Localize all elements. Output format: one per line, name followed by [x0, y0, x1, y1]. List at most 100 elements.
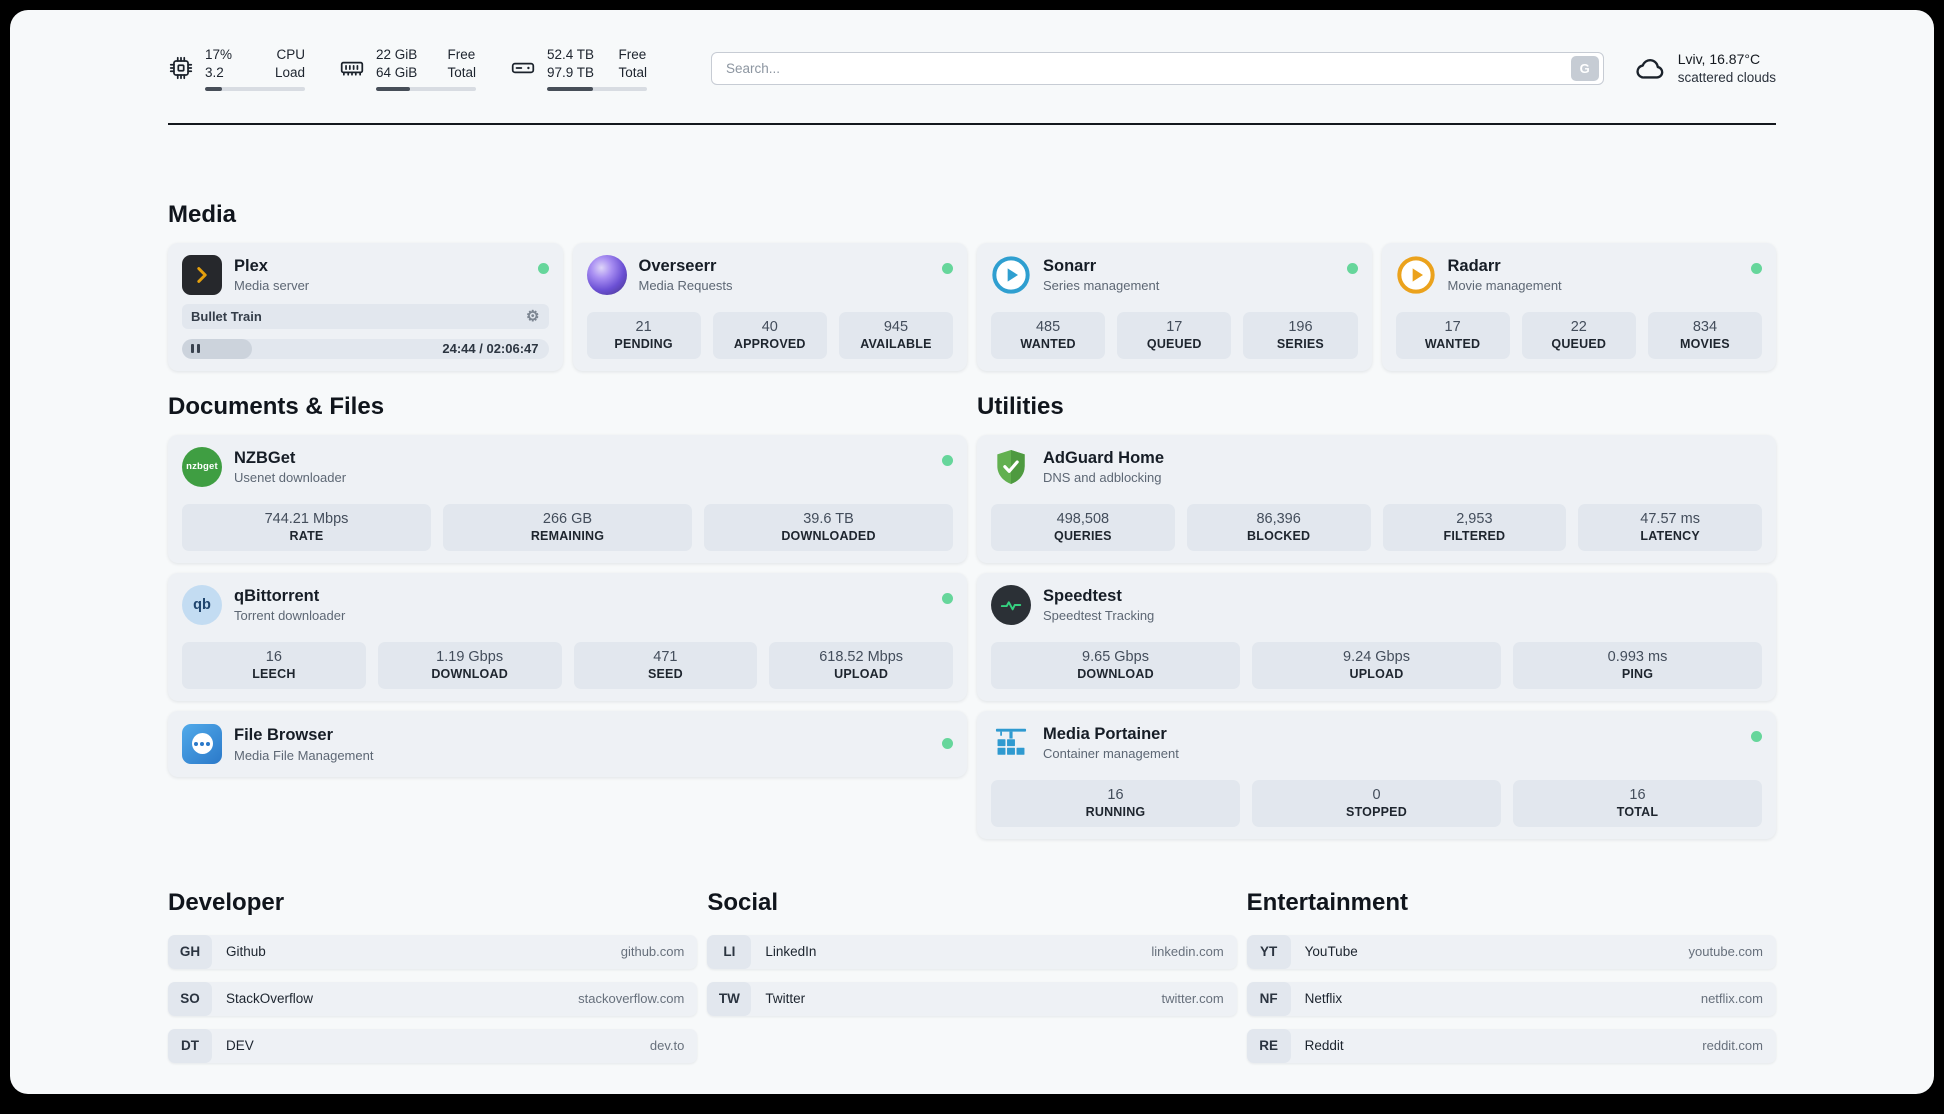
- stat-label: PENDING: [614, 336, 673, 351]
- stat-series: 196 SERIES: [1243, 311, 1358, 359]
- stat-value: 196: [1288, 318, 1313, 335]
- service-name: Speedtest: [1043, 586, 1122, 605]
- service-desc: Container management: [1043, 746, 1179, 762]
- service-name: Sonarr: [1043, 256, 1097, 275]
- stat-label: LEECH: [252, 666, 296, 681]
- bookmark-abbr: GH: [168, 934, 212, 969]
- pause-icon[interactable]: [191, 344, 200, 354]
- settings-gear-icon[interactable]: ⚙: [526, 307, 540, 325]
- stat-wanted: 485 WANTED: [991, 311, 1106, 359]
- service-name: File Browser: [234, 726, 334, 745]
- stat-filtered: 2,953 FILTERED: [1382, 503, 1567, 551]
- bookmark-twitter[interactable]: TW Twitter twitter.com: [707, 981, 1237, 1016]
- portainer-card[interactable]: Media Portainer Container management 16 …: [977, 710, 1776, 839]
- stat-running: 16 RUNNING: [991, 779, 1240, 827]
- status-dot: [1346, 262, 1358, 274]
- now-playing-title: Bullet Train: [191, 308, 262, 324]
- overseerr-card[interactable]: Overseerr Media Requests 21 PENDING 40 A…: [572, 242, 967, 371]
- media-grid: Plex Media server Bullet Train ⚙ 24:44 /…: [168, 242, 1776, 371]
- service-name: NZBGet: [234, 448, 296, 467]
- bookmark-abbr: RE: [1246, 1028, 1291, 1063]
- radarr-card[interactable]: Radarr Movie management 17 WANTED 22 QUE…: [1381, 242, 1776, 371]
- stat-label: BLOCKED: [1247, 528, 1311, 543]
- stat-value: 744.21 Mbps: [264, 510, 349, 527]
- bookmark-dev[interactable]: DT DEV dev.to: [168, 1028, 698, 1063]
- bookmark-github[interactable]: GH Github github.com: [168, 934, 698, 969]
- bookmark-url: netflix.com: [1700, 991, 1763, 1007]
- bookmark-url: dev.to: [649, 1038, 685, 1054]
- speedtest-icon: [991, 584, 1031, 625]
- bookmark-netflix[interactable]: NF Netflix netflix.com: [1246, 981, 1776, 1016]
- disk-total-label: Total: [618, 64, 647, 80]
- stat-seed: 471 SEED: [573, 641, 758, 689]
- cpu-widget: 17% 3.2 CPU Load: [168, 46, 305, 91]
- qbittorrent-icon: qb: [182, 584, 222, 625]
- memory-free-value: 22 GiB: [376, 47, 418, 62]
- bookmark-name: YouTube: [1304, 944, 1358, 960]
- search-bar: G: [711, 51, 1604, 85]
- speedtest-card[interactable]: Speedtest Speedtest Tracking 9.65 Gbps D…: [977, 572, 1776, 701]
- disk-bar: [547, 86, 647, 91]
- adguard-card[interactable]: AdGuard Home DNS and adblocking 498,508 …: [977, 434, 1776, 563]
- memory-free-label: Free: [447, 47, 476, 62]
- playback-progress-bar[interactable]: 24:44 / 02:06:47: [182, 338, 549, 359]
- status-dot: [537, 262, 549, 274]
- now-playing-row: Bullet Train ⚙: [182, 303, 549, 329]
- stat-remaining: 266 GB REMAINING: [443, 503, 692, 551]
- disk-total-value: 97.9 TB: [547, 64, 595, 80]
- service-name: Plex: [234, 256, 268, 275]
- bookmark-url: youtube.com: [1688, 944, 1763, 960]
- stat-approved: 40 APPROVED: [712, 311, 827, 359]
- cpu-load-value: 3.2: [205, 64, 224, 80]
- search-provider-button[interactable]: G: [1570, 55, 1599, 81]
- dashboard-page: 17% 3.2 CPU Load: [10, 10, 1934, 1094]
- bookmark-url: linkedin.com: [1151, 944, 1224, 960]
- status-dot: [942, 592, 953, 604]
- stat-label: REMAINING: [530, 528, 605, 543]
- bookmark-linkedin[interactable]: LI LinkedIn linkedin.com: [707, 934, 1237, 969]
- nzbget-card[interactable]: nzbget NZBGet Usenet downloader 744.21 M…: [168, 434, 967, 563]
- developer-section-title: Developer: [168, 888, 285, 916]
- stat-available: 945 AVAILABLE: [838, 311, 954, 359]
- progress-fill: [182, 338, 252, 359]
- bookmark-stackoverflow[interactable]: SO StackOverflow stackoverflow.com: [168, 981, 698, 1016]
- bookmark-reddit[interactable]: RE Reddit reddit.com: [1246, 1028, 1776, 1063]
- documents-section: Documents & Files nzbget NZBGet Usenet d…: [168, 393, 967, 839]
- disk-widget: 52.4 TB 97.9 TB Free Total: [510, 46, 647, 91]
- stat-label: RATE: [289, 528, 324, 543]
- stat-upload: 9.24 Gbps UPLOAD: [1252, 641, 1501, 689]
- memory-total-value: 64 GiB: [376, 64, 418, 80]
- bookmark-youtube[interactable]: YT YouTube youtube.com: [1246, 934, 1776, 969]
- search-input[interactable]: [724, 59, 1571, 77]
- status-dot: [942, 262, 953, 274]
- service-desc: Movie management: [1447, 278, 1562, 294]
- service-desc: Media File Management: [234, 747, 374, 763]
- bookmark-name: StackOverflow: [226, 991, 314, 1007]
- status-dot: [942, 738, 953, 750]
- stat-ping: 0.993 ms PING: [1513, 641, 1762, 689]
- sonarr-card[interactable]: Sonarr Series management 485 WANTED 17 Q…: [977, 242, 1372, 371]
- filebrowser-card[interactable]: File Browser Media File Management: [168, 710, 967, 777]
- service-desc: Media Requests: [638, 278, 733, 294]
- weather-widget: Lviv, 16.87°C scattered clouds: [1634, 50, 1776, 87]
- bookmark-name: Reddit: [1304, 1038, 1344, 1054]
- cpu-percent: 17%: [205, 47, 233, 62]
- stat-value: 0: [1372, 786, 1381, 803]
- service-desc: Media server: [234, 278, 310, 294]
- nzbget-icon-text: nzbget: [186, 461, 218, 473]
- cpu-load-label: Load: [274, 64, 305, 80]
- social-section-title: Social: [707, 888, 779, 916]
- bookmark-url: github.com: [620, 944, 685, 960]
- stat-label: STOPPED: [1346, 804, 1407, 819]
- plex-card[interactable]: Plex Media server Bullet Train ⚙ 24:44 /…: [168, 242, 563, 371]
- stat-label: PING: [1621, 666, 1654, 681]
- stat-label: SERIES: [1276, 336, 1324, 351]
- stat-label: WANTED: [1424, 336, 1481, 351]
- qbittorrent-card[interactable]: qb qBittorrent Torrent downloader 16: [168, 572, 967, 701]
- stat-queries: 498,508 QUERIES: [991, 503, 1175, 551]
- stat-label: RUNNING: [1085, 804, 1146, 819]
- stat-label: QUEUED: [1551, 336, 1607, 351]
- bookmark-name: DEV: [226, 1038, 254, 1054]
- stat-value: 86,396: [1256, 510, 1301, 527]
- stat-stopped: 0 STOPPED: [1252, 779, 1501, 827]
